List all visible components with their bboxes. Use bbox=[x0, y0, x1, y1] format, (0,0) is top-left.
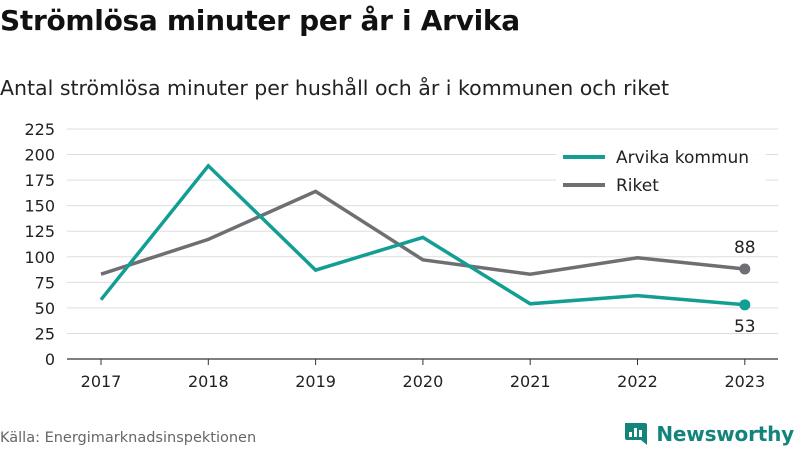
y-tick-label: 200 bbox=[24, 146, 55, 165]
x-tick-label: 2020 bbox=[403, 372, 444, 391]
series-line bbox=[100, 189, 745, 276]
y-tick-label: 125 bbox=[24, 222, 55, 241]
brand-logo: Newsworthy bbox=[623, 421, 794, 447]
x-tick-label: 2017 bbox=[81, 372, 122, 391]
x-tick-label: 2021 bbox=[510, 372, 551, 391]
y-tick-label: 225 bbox=[24, 120, 55, 139]
y-tick-label: 75 bbox=[35, 273, 55, 292]
y-tick-label: 175 bbox=[24, 171, 55, 190]
source-note: Källa: Energimarknadsinspektionen bbox=[0, 430, 257, 446]
series-end-point bbox=[739, 299, 751, 311]
y-tick-label: 100 bbox=[24, 248, 55, 267]
x-tick-label: 2018 bbox=[188, 372, 229, 391]
legend-label: Riket bbox=[616, 176, 659, 196]
series-end-label: 53 bbox=[734, 317, 756, 337]
newsworthy-logo-icon bbox=[625, 423, 648, 445]
series-line bbox=[99, 163, 745, 307]
y-tick-label: 25 bbox=[35, 324, 55, 343]
series-end-point bbox=[739, 263, 751, 275]
chart-title: Strömlösa minuter per år i Arvika bbox=[0, 4, 520, 37]
legend-box bbox=[556, 144, 766, 200]
y-tick-label: 50 bbox=[35, 299, 55, 318]
series-end-label: 88 bbox=[734, 238, 756, 258]
y-tick-label: 0 bbox=[45, 350, 55, 369]
x-tick-label: 2019 bbox=[295, 372, 336, 391]
x-tick-label: 2022 bbox=[617, 372, 658, 391]
brand-name: Newsworthy bbox=[656, 422, 794, 446]
x-tick-label: 2023 bbox=[724, 372, 765, 391]
legend-label: Arvika kommun bbox=[616, 148, 749, 168]
chart-subtitle: Antal strömlösa minuter per hushåll och … bbox=[0, 76, 669, 100]
y-tick-label: 150 bbox=[24, 197, 55, 216]
